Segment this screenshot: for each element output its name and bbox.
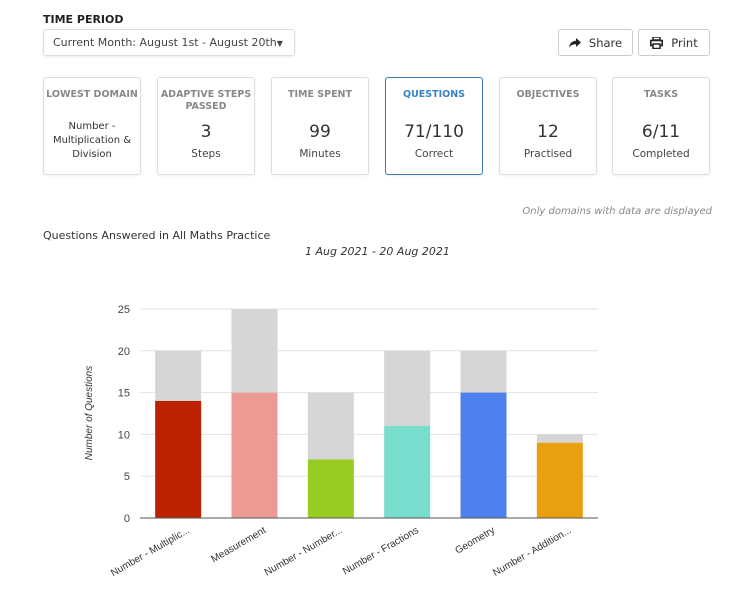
x-tick-label: Number - Number... (263, 525, 345, 578)
card-title: OBJECTIVES (516, 89, 580, 100)
y-axis-label: Number of Questions (84, 366, 95, 461)
stat-card-tasks[interactable]: TASKS 6/11 Completed (612, 77, 710, 175)
card-unit: Correct (414, 148, 454, 160)
bar-correct[interactable] (536, 442, 583, 518)
x-tick-label: Number - Addition... (491, 525, 573, 579)
stat-card-questions[interactable]: QUESTIONS 71/110 Correct (385, 77, 483, 175)
card-unit: Practised (523, 148, 573, 160)
share-button[interactable]: Share (558, 29, 633, 56)
print-icon (650, 36, 664, 49)
bar-remaining[interactable] (536, 434, 583, 443)
bar-remaining[interactable] (155, 350, 202, 401)
x-tick-label: Measurement (210, 525, 269, 565)
card-value: 3 (200, 122, 212, 142)
card-title: QUESTIONS (402, 89, 465, 100)
stat-card-objectives[interactable]: OBJECTIVES 12 Practised (499, 77, 597, 175)
chart-title: Questions Answered in All Maths Practice (43, 229, 271, 242)
bar-remaining[interactable] (307, 392, 354, 460)
x-tick-label: Number - Multiplic... (109, 525, 191, 579)
card-value: 12 (537, 122, 559, 142)
y-tick-label: 15 (118, 388, 130, 400)
print-label: Print (671, 35, 698, 50)
y-tick-label: 25 (118, 304, 130, 316)
card-title: LOWEST DOMAIN (46, 89, 138, 100)
card-unit: Steps (191, 148, 221, 160)
time-period-label: TIME PERIOD (43, 13, 124, 26)
card-unit: Completed (632, 148, 690, 160)
stat-card-time-spent[interactable]: TIME SPENT 99 Minutes (271, 77, 369, 175)
domains-note: Only domains with data are displayed (522, 206, 712, 217)
stat-card-adaptive-steps-passed[interactable]: ADAPTIVE STEPS PASSED 3 Steps (157, 77, 255, 175)
caret-down-icon: ▼ (276, 39, 283, 48)
bar-correct[interactable] (384, 426, 431, 518)
bar-correct[interactable] (460, 392, 507, 518)
stat-card-lowest-domain[interactable]: LOWEST DOMAIN Number - Multiplication & … (43, 77, 141, 175)
print-button[interactable]: Print (638, 29, 710, 56)
y-tick-label: 5 (124, 471, 130, 483)
card-value: 99 (309, 122, 331, 142)
card-value: 71/110 (404, 122, 464, 142)
y-tick-label: 10 (118, 429, 130, 441)
bar-remaining[interactable] (384, 350, 431, 427)
bar-correct[interactable] (231, 392, 278, 518)
time-period-value: Current Month: August 1st - August 20th (53, 36, 277, 49)
card-value: Number - Multiplication & Division (52, 121, 132, 160)
card-title: TIME SPENT (288, 89, 352, 100)
card-title: ADAPTIVE STEPS PASSED (160, 89, 252, 112)
bar-correct[interactable] (307, 459, 354, 518)
x-tick-label: Number - Fractions (341, 525, 421, 577)
bar-correct[interactable] (155, 400, 202, 518)
share-label: Share (588, 35, 623, 50)
y-tick-label: 20 (118, 346, 130, 358)
share-icon (568, 37, 581, 47)
x-tick-label: Geometry (453, 525, 497, 556)
y-tick-label: 0 (124, 513, 130, 525)
card-value: 6/11 (641, 122, 681, 142)
chart-subtitle: 1 Aug 2021 - 20 Aug 2021 (305, 245, 450, 258)
time-period-dropdown[interactable]: Current Month: August 1st - August 20th▼ (43, 29, 295, 56)
bar-remaining[interactable] (460, 350, 507, 393)
card-title: TASKS (643, 89, 679, 100)
bar-remaining[interactable] (231, 309, 278, 393)
card-unit: Minutes (299, 148, 341, 160)
